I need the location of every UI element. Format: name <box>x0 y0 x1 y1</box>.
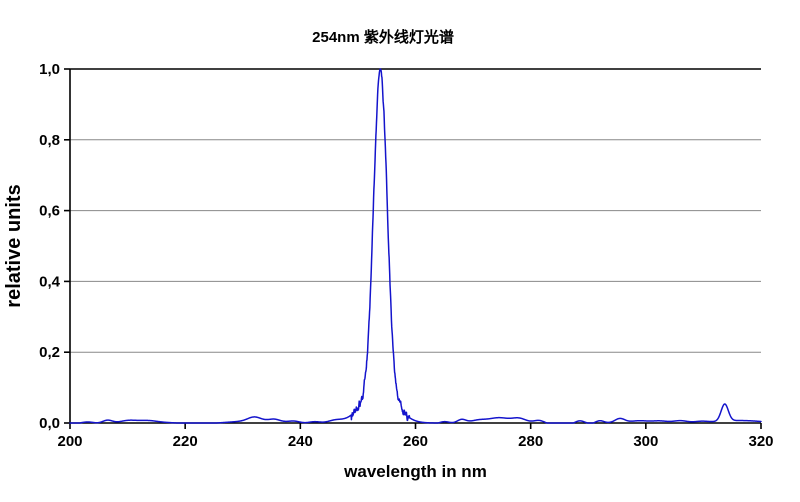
svg-text:0,8: 0,8 <box>39 132 60 149</box>
svg-text:0,4: 0,4 <box>39 273 61 290</box>
svg-text:1,0: 1,0 <box>39 61 60 78</box>
svg-text:220: 220 <box>173 433 198 450</box>
svg-text:260: 260 <box>403 433 428 450</box>
svg-text:wavelength in nm: wavelength in nm <box>343 462 487 481</box>
svg-text:320: 320 <box>748 433 773 450</box>
svg-text:relative units: relative units <box>3 184 25 307</box>
svg-text:280: 280 <box>518 433 543 450</box>
svg-text:0,0: 0,0 <box>39 415 60 432</box>
svg-text:240: 240 <box>288 433 313 450</box>
svg-text:0,6: 0,6 <box>39 203 60 220</box>
svg-text:200: 200 <box>57 433 82 450</box>
svg-text:0,2: 0,2 <box>39 344 60 361</box>
svg-text:300: 300 <box>633 433 658 450</box>
